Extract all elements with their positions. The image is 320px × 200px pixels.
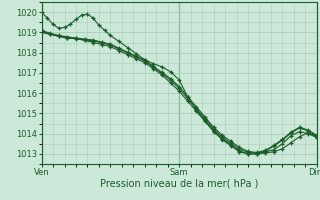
X-axis label: Pression niveau de la mer( hPa ): Pression niveau de la mer( hPa )	[100, 179, 258, 189]
